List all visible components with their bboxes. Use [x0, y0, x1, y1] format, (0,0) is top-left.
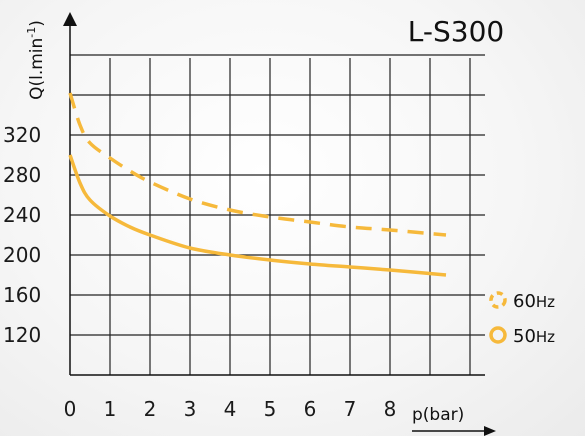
x-axis-label: p(bar) — [412, 405, 464, 425]
grid — [70, 55, 485, 375]
x-tick-label: 7 — [344, 397, 357, 421]
y-tick-label: 240 — [3, 203, 41, 227]
x-tick-label: 5 — [264, 397, 277, 421]
legend-item-50hz: 50Hz — [491, 326, 555, 347]
chart-title: L-S300 — [408, 15, 504, 48]
axes — [63, 12, 496, 436]
legend: 60Hz 50Hz — [491, 291, 555, 347]
legend-marker-solid-icon — [491, 328, 505, 342]
y-tick-label: 120 — [3, 323, 41, 347]
legend-marker-dashed-icon — [491, 293, 505, 307]
x-tick-label: 6 — [304, 397, 317, 421]
x-tick-label: 0 — [64, 397, 77, 421]
legend-item-60hz: 60Hz — [491, 291, 555, 312]
tick-labels: 0 1 2 3 4 5 6 7 8 120 160 200 240 280 320 — [3, 123, 396, 421]
x-tick-label: 4 — [224, 397, 237, 421]
x-tick-label: 8 — [384, 397, 397, 421]
y-tick-label: 200 — [3, 243, 41, 267]
x-tick-label: 1 — [104, 397, 117, 421]
x-tick-label: 2 — [144, 397, 157, 421]
y-tick-label: 160 — [3, 283, 41, 307]
x-axis-arrow-icon — [484, 426, 496, 436]
y-axis-label-superscript: -1 — [25, 27, 38, 38]
y-axis-label-close: ) — [27, 20, 47, 27]
y-tick-label: 320 — [3, 123, 41, 147]
y-axis-arrow-icon — [63, 12, 77, 26]
y-axis-label: Q(l.min-1) — [25, 20, 47, 100]
x-tick-label: 3 — [184, 397, 197, 421]
y-axis-label-text: Q(l.min-1) — [25, 20, 47, 100]
y-tick-label: 280 — [3, 163, 41, 187]
legend-label-50hz: 50Hz — [513, 326, 555, 347]
legend-label-60hz: 60Hz — [513, 291, 555, 312]
